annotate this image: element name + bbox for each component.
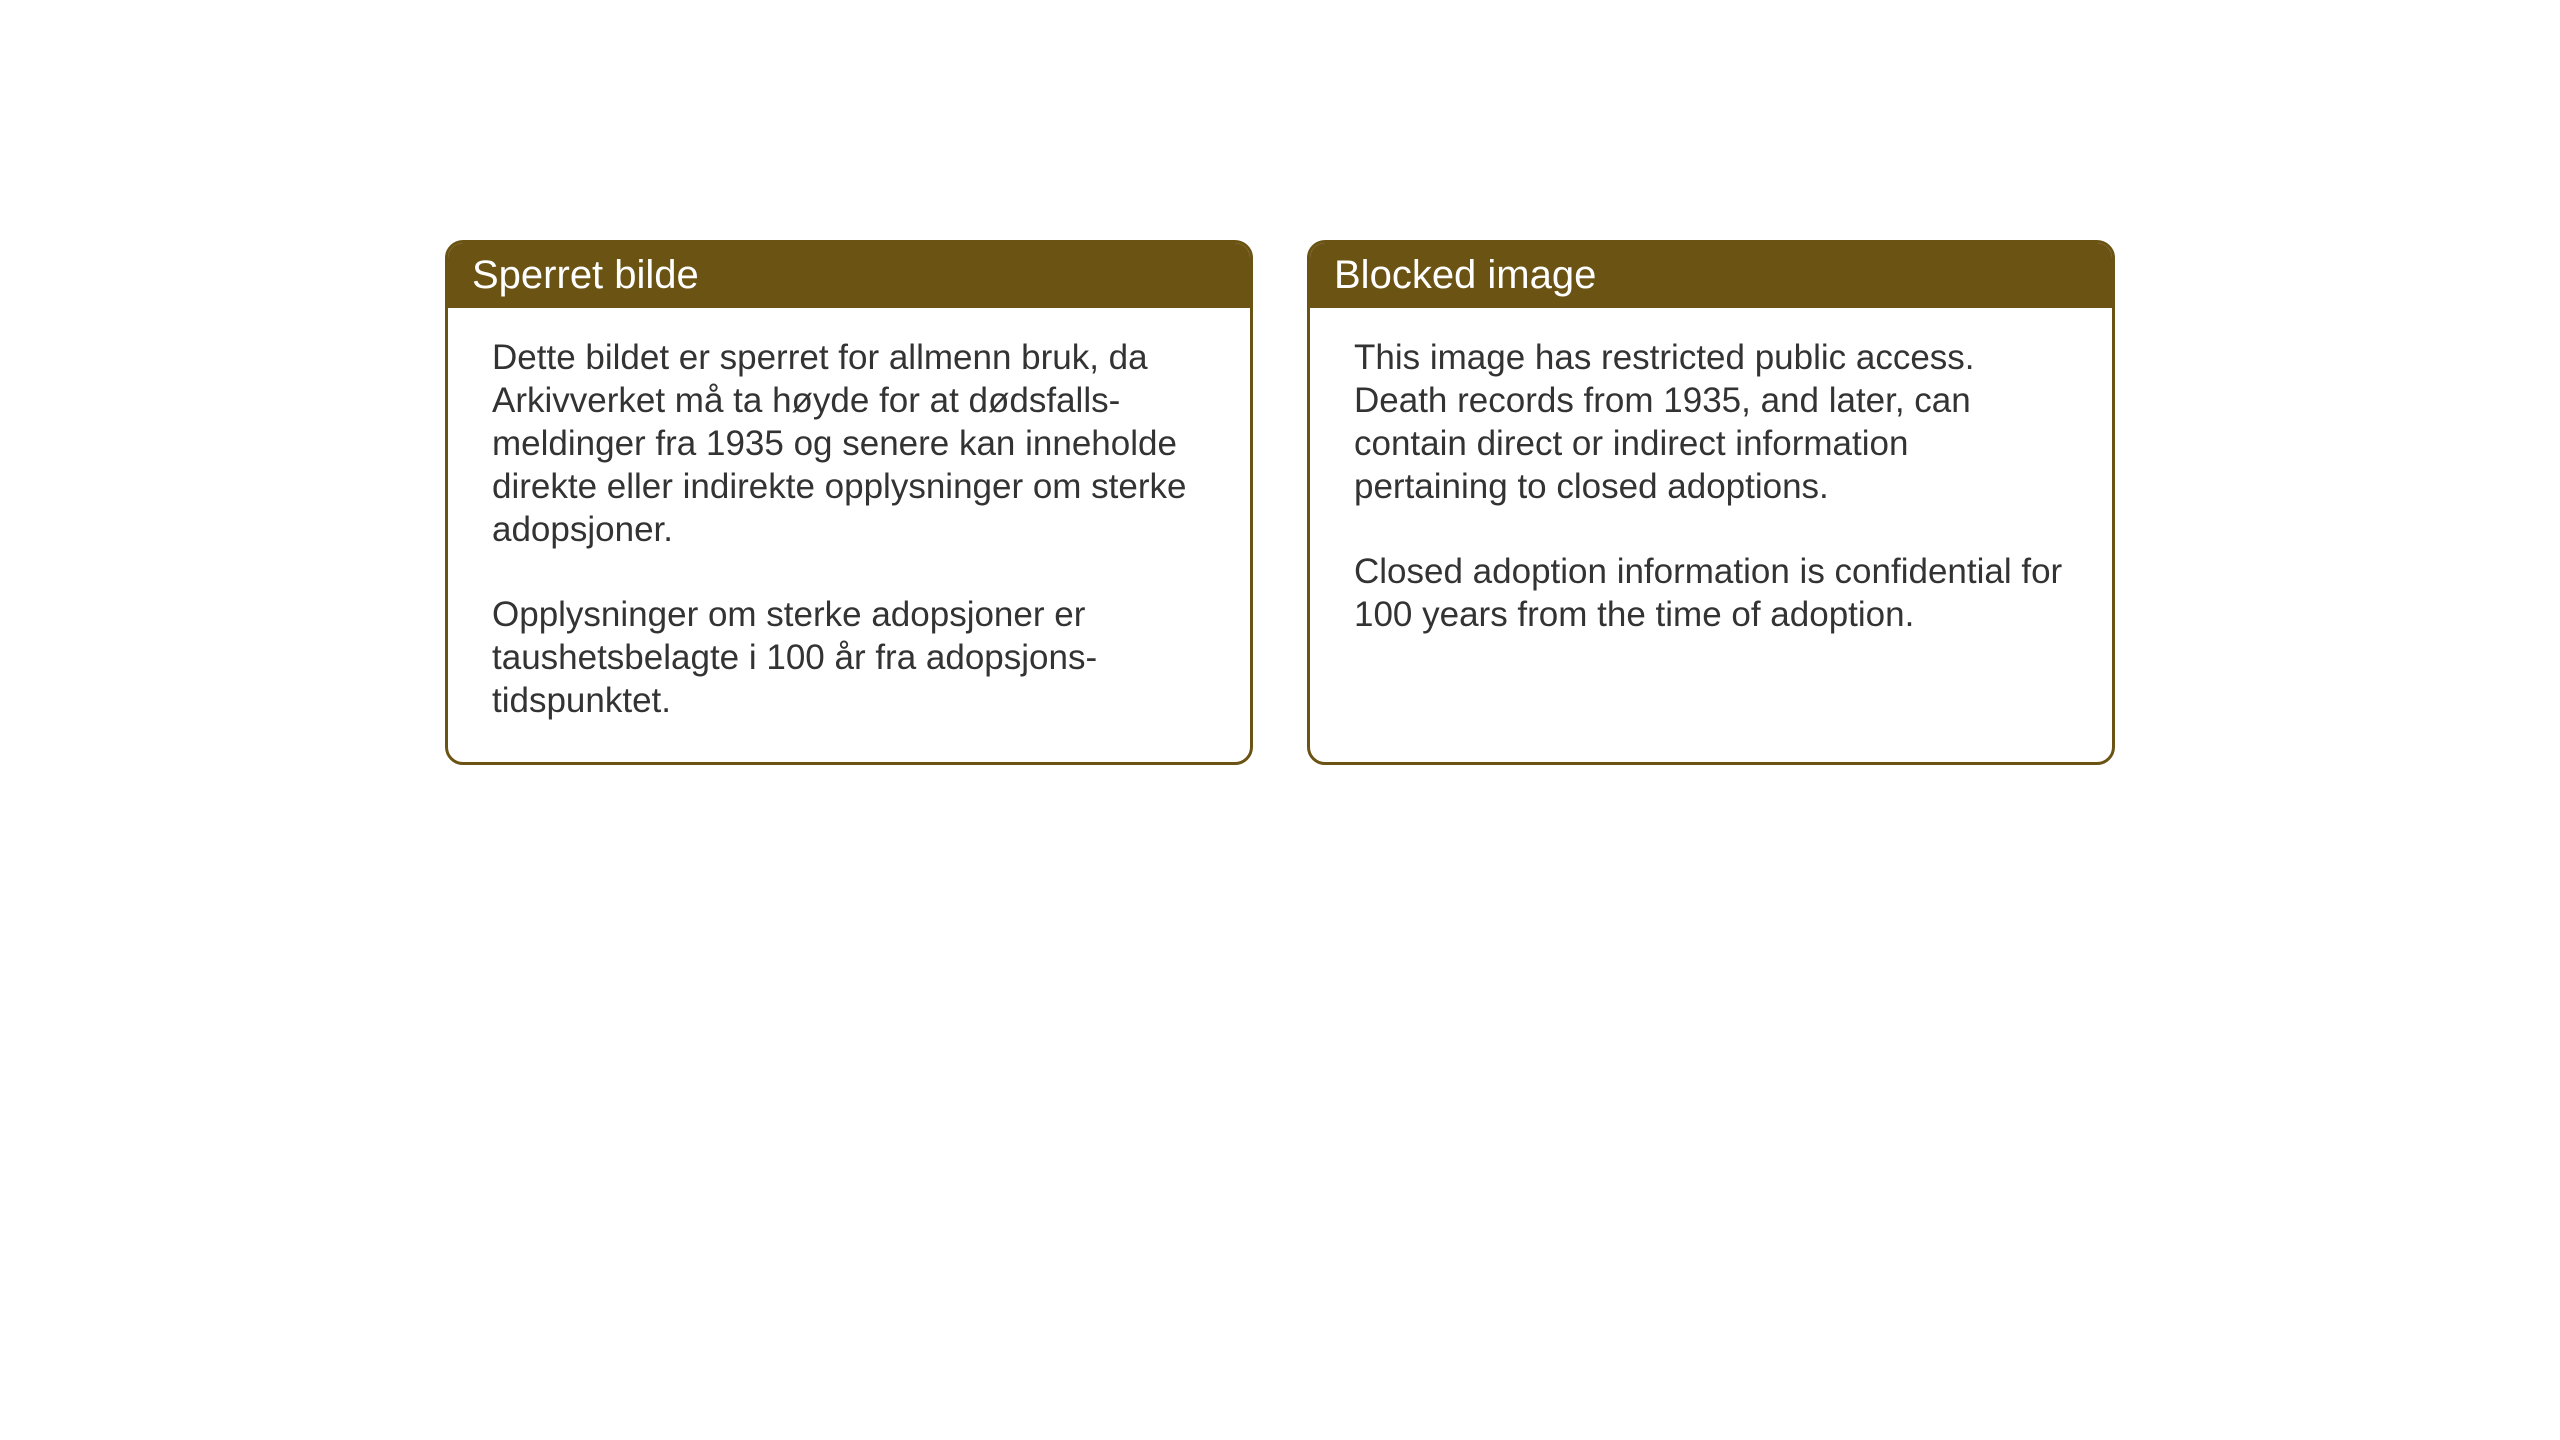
notice-container: Sperret bilde Dette bildet er sperret fo…: [445, 240, 2115, 765]
notice-box-norwegian: Sperret bilde Dette bildet er sperret fo…: [445, 240, 1253, 765]
notice-header-english: Blocked image: [1310, 243, 2112, 308]
notice-body-english: This image has restricted public access.…: [1310, 308, 2112, 676]
notice-paragraph-1-norwegian: Dette bildet er sperret for allmenn bruk…: [492, 336, 1206, 551]
notice-title-english: Blocked image: [1334, 253, 1596, 297]
notice-paragraph-2-english: Closed adoption information is confident…: [1354, 550, 2068, 636]
notice-header-norwegian: Sperret bilde: [448, 243, 1250, 308]
notice-body-norwegian: Dette bildet er sperret for allmenn bruk…: [448, 308, 1250, 762]
notice-paragraph-1-english: This image has restricted public access.…: [1354, 336, 2068, 508]
notice-box-english: Blocked image This image has restricted …: [1307, 240, 2115, 765]
notice-paragraph-2-norwegian: Opplysninger om sterke adopsjoner er tau…: [492, 593, 1206, 722]
notice-title-norwegian: Sperret bilde: [472, 253, 699, 297]
